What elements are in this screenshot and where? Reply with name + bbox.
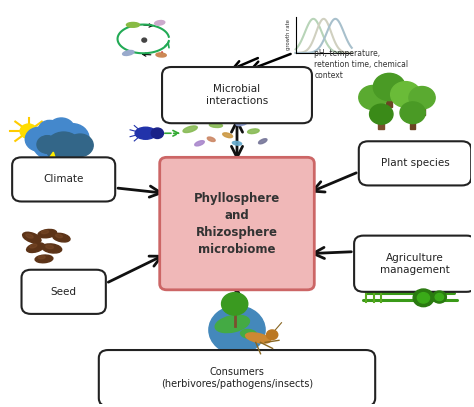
Bar: [386, 91, 392, 107]
Circle shape: [417, 293, 429, 303]
FancyBboxPatch shape: [99, 350, 375, 406]
Circle shape: [370, 104, 393, 124]
Circle shape: [221, 293, 248, 315]
Ellipse shape: [123, 50, 134, 55]
FancyBboxPatch shape: [12, 158, 115, 201]
Circle shape: [400, 102, 425, 124]
Circle shape: [432, 291, 447, 303]
Ellipse shape: [241, 329, 257, 339]
Bar: [370, 101, 376, 116]
Circle shape: [359, 85, 387, 109]
Ellipse shape: [236, 121, 247, 126]
Polygon shape: [48, 152, 61, 167]
Ellipse shape: [142, 38, 146, 42]
FancyBboxPatch shape: [21, 270, 106, 314]
Bar: [378, 117, 384, 129]
Circle shape: [20, 124, 37, 138]
Circle shape: [25, 127, 54, 151]
Bar: [403, 98, 409, 114]
Text: Agriculture
management: Agriculture management: [380, 252, 450, 275]
Circle shape: [435, 293, 444, 301]
Ellipse shape: [26, 234, 33, 238]
Bar: [410, 116, 416, 129]
Text: Phyllosphere
and
Rhizosphere
microbiome: Phyllosphere and Rhizosphere microbiome: [194, 192, 280, 256]
Circle shape: [266, 330, 278, 339]
Circle shape: [409, 87, 435, 109]
Ellipse shape: [195, 141, 204, 146]
Circle shape: [55, 124, 89, 153]
Circle shape: [38, 120, 61, 140]
Ellipse shape: [259, 139, 267, 144]
Bar: [419, 101, 425, 115]
Ellipse shape: [156, 53, 166, 57]
Bar: [422, 276, 436, 284]
Ellipse shape: [27, 243, 45, 252]
FancyBboxPatch shape: [162, 67, 312, 123]
Ellipse shape: [207, 137, 215, 142]
Text: Microbial
interactions: Microbial interactions: [206, 84, 268, 106]
Ellipse shape: [55, 234, 63, 238]
FancyBboxPatch shape: [354, 236, 474, 292]
Ellipse shape: [215, 315, 249, 333]
Ellipse shape: [38, 256, 45, 259]
Ellipse shape: [41, 230, 49, 234]
Text: Consumers
(herbivores/pathogens/insects): Consumers (herbivores/pathogens/insects): [161, 367, 313, 389]
Ellipse shape: [246, 333, 271, 343]
Circle shape: [48, 118, 74, 140]
Ellipse shape: [247, 129, 259, 133]
Text: Climate: Climate: [44, 175, 84, 184]
Circle shape: [374, 73, 405, 101]
Ellipse shape: [46, 245, 54, 249]
Circle shape: [46, 132, 82, 162]
Ellipse shape: [30, 244, 37, 248]
Circle shape: [67, 134, 93, 157]
Ellipse shape: [53, 233, 70, 242]
Ellipse shape: [155, 20, 165, 25]
Ellipse shape: [42, 244, 62, 253]
FancyBboxPatch shape: [160, 158, 314, 290]
Circle shape: [209, 306, 265, 354]
Circle shape: [32, 122, 77, 160]
Circle shape: [37, 136, 57, 153]
Ellipse shape: [38, 230, 56, 238]
Ellipse shape: [135, 127, 156, 139]
Ellipse shape: [210, 123, 222, 127]
FancyBboxPatch shape: [359, 141, 471, 186]
Ellipse shape: [127, 22, 139, 27]
Bar: [415, 284, 443, 297]
Ellipse shape: [23, 232, 41, 243]
Circle shape: [151, 128, 164, 138]
Text: growth rate: growth rate: [286, 20, 291, 50]
Ellipse shape: [183, 126, 197, 133]
Ellipse shape: [232, 141, 242, 145]
Text: pH, temperature,
retention time, chemical
context: pH, temperature, retention time, chemica…: [314, 49, 409, 80]
Circle shape: [391, 82, 420, 107]
Ellipse shape: [223, 133, 233, 138]
Ellipse shape: [35, 255, 53, 263]
Text: Seed: Seed: [51, 287, 77, 297]
Text: Plant species: Plant species: [381, 158, 449, 168]
Circle shape: [413, 289, 434, 306]
